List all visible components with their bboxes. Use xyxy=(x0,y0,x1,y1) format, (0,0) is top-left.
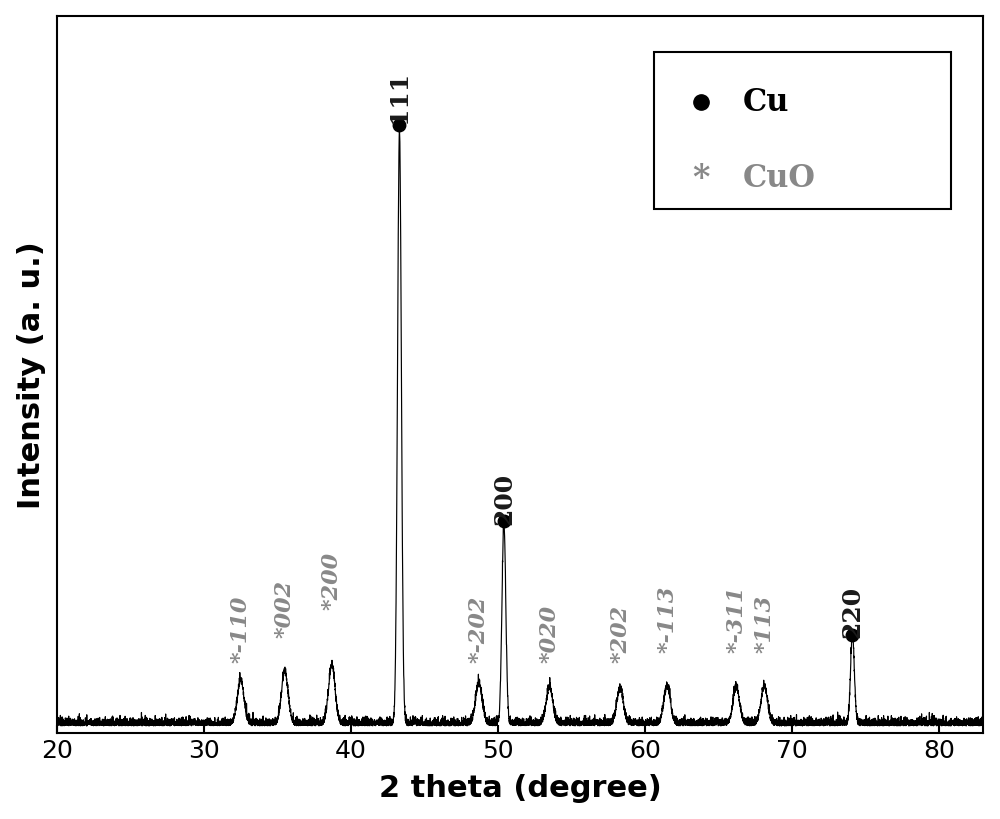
Text: 220: 220 xyxy=(840,585,864,637)
X-axis label: 2 theta (degree): 2 theta (degree) xyxy=(379,773,661,803)
Y-axis label: Intensity (a. u.): Intensity (a. u.) xyxy=(17,242,46,509)
Text: *020: *020 xyxy=(538,604,560,662)
Text: *002: *002 xyxy=(274,579,296,637)
Text: *-202: *-202 xyxy=(468,595,490,662)
Text: *200: *200 xyxy=(321,550,343,609)
Text: *113: *113 xyxy=(753,595,775,653)
FancyBboxPatch shape xyxy=(654,52,951,210)
Text: *-113: *-113 xyxy=(656,585,678,653)
Text: CuO: CuO xyxy=(742,162,815,193)
Text: Cu: Cu xyxy=(742,87,789,118)
Text: 111: 111 xyxy=(387,70,411,123)
Text: *: * xyxy=(692,161,709,194)
Text: 200: 200 xyxy=(492,473,516,525)
Text: *202: *202 xyxy=(609,604,631,662)
Text: *-311: *-311 xyxy=(725,585,747,653)
Text: *-110: *-110 xyxy=(230,595,252,662)
